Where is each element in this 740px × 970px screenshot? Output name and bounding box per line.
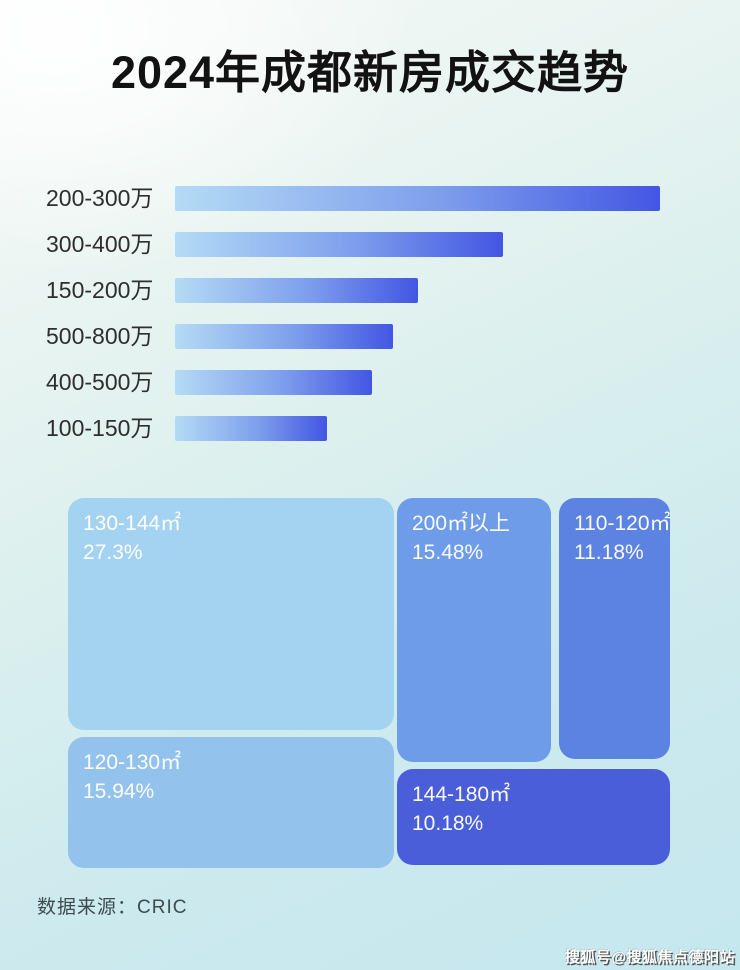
bar-track [175, 232, 660, 257]
bar-track [175, 186, 660, 211]
treemap-block-110-120: 110-120㎡ 11.18% [559, 498, 670, 759]
block-label: 130-144㎡ [83, 512, 182, 535]
bar-track [175, 370, 660, 395]
page-title: 2024年成都新房成交趋势 [110, 47, 630, 98]
bar-label: 150-200万 [46, 277, 154, 303]
block-value: 10.18% [412, 812, 484, 836]
bar-label: 500-800万 [46, 323, 154, 349]
bar [175, 278, 418, 303]
block-label: 110-120㎡ [574, 512, 670, 535]
block-label: 120-130㎡ [83, 751, 182, 774]
treemap-block-200-plus: 200㎡以上 15.48% [397, 498, 551, 762]
bar-label: 300-400万 [46, 231, 154, 257]
bar [175, 324, 393, 349]
bar-track [175, 278, 660, 303]
block-value: 15.94% [83, 780, 155, 804]
block-value: 27.3% [83, 541, 143, 565]
bar [175, 186, 660, 211]
block-value: 15.48% [412, 541, 484, 565]
bar-track [175, 324, 660, 349]
bar-label: 100-150万 [46, 415, 154, 441]
block-label: 200㎡以上 [412, 512, 511, 535]
watermark: 搜狐号@搜狐焦点德阳站 [564, 949, 735, 966]
data-source-note: 数据来源：CRIC [37, 897, 188, 918]
bar [175, 232, 503, 257]
bar-label: 200-300万 [46, 185, 154, 211]
block-value: 11.18% [574, 541, 644, 565]
bar-track [175, 416, 660, 441]
bar-label: 400-500万 [46, 369, 154, 395]
area-size-treemap: 130-144㎡ 27.3% 200㎡以上 15.48% 110-120㎡ 11… [68, 497, 670, 868]
bar [175, 370, 372, 395]
treemap-block-130-144: 130-144㎡ 27.3% [68, 498, 394, 730]
bar [175, 416, 327, 441]
treemap-block-120-130: 120-130㎡ 15.94% [68, 737, 394, 868]
treemap-block-144-180: 144-180㎡ 10.18% [397, 769, 670, 865]
block-label: 144-180㎡ [412, 783, 511, 806]
